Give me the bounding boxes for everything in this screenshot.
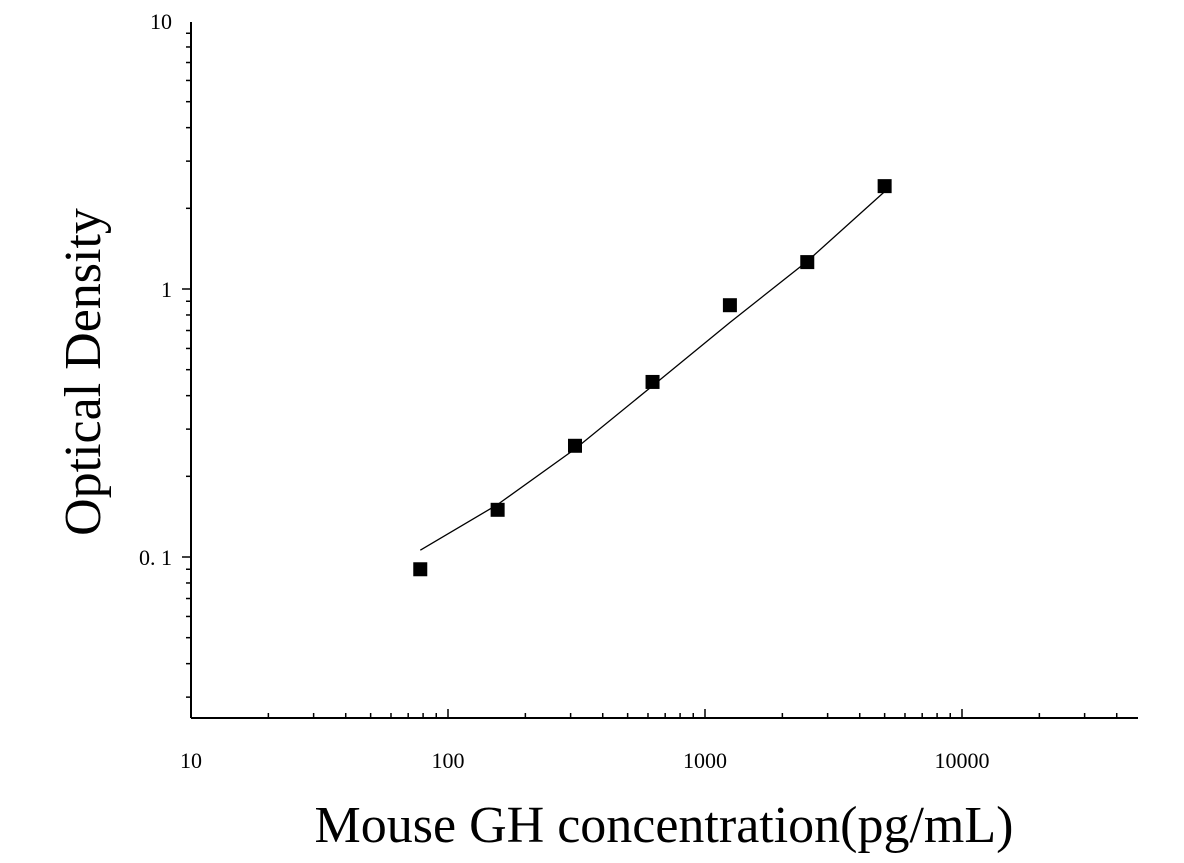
y-tick-label: 1	[161, 277, 172, 302]
y-axis-title: Optical Density	[55, 208, 112, 536]
x-axis-title: Mouse GH concentration(pg/mL)	[315, 797, 1014, 854]
x-tick-label: 100	[432, 748, 465, 773]
x-tick-label: 1000	[683, 748, 727, 773]
y-axis-ticks: 0. 1 1 10	[139, 9, 191, 698]
data-points	[413, 179, 892, 577]
data-point	[567, 438, 582, 453]
x-tick-label: 10000	[935, 748, 990, 773]
data-point	[877, 179, 892, 194]
data-point	[722, 298, 737, 313]
data-point	[413, 562, 428, 577]
fit-curve-layer	[419, 191, 886, 551]
data-point	[645, 374, 660, 389]
data-point	[490, 502, 505, 517]
x-tick-label: 10	[180, 748, 202, 773]
y-tick-label: 0. 1	[139, 545, 172, 570]
x-axis-ticks: 10 100 1000 10000	[180, 709, 1118, 773]
fit-curve	[419, 191, 886, 551]
data-point	[800, 255, 815, 270]
y-tick-label: 10	[150, 9, 172, 34]
axes	[190, 22, 1138, 719]
